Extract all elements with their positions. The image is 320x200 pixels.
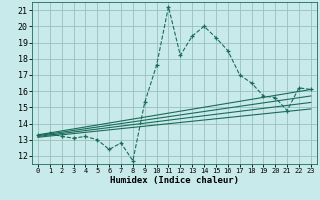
X-axis label: Humidex (Indice chaleur): Humidex (Indice chaleur) (110, 176, 239, 185)
